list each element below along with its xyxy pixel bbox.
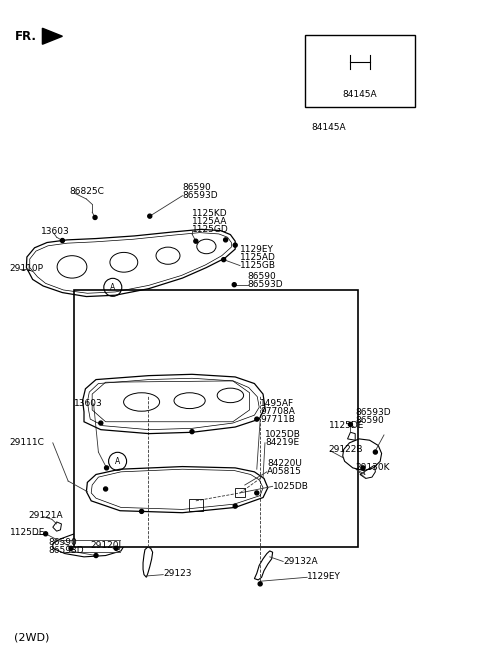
Text: 97708A: 97708A bbox=[260, 407, 295, 416]
Text: 84220U: 84220U bbox=[267, 459, 302, 469]
Text: 86593D: 86593D bbox=[355, 408, 391, 417]
Circle shape bbox=[104, 487, 108, 491]
Circle shape bbox=[222, 258, 226, 262]
Circle shape bbox=[94, 554, 98, 558]
Circle shape bbox=[348, 422, 352, 426]
Circle shape bbox=[44, 532, 48, 536]
Text: 1125GB: 1125GB bbox=[240, 261, 276, 270]
Circle shape bbox=[140, 509, 144, 513]
Circle shape bbox=[93, 215, 97, 219]
Text: 29122B: 29122B bbox=[329, 445, 363, 454]
Circle shape bbox=[114, 546, 118, 550]
Bar bbox=[189, 499, 203, 511]
Text: 86593D: 86593D bbox=[48, 546, 84, 555]
Text: 84219E: 84219E bbox=[265, 438, 299, 447]
Circle shape bbox=[60, 239, 64, 243]
Circle shape bbox=[255, 417, 259, 421]
Text: 1025DB: 1025DB bbox=[265, 430, 301, 440]
Circle shape bbox=[258, 582, 262, 586]
Text: 1125KD: 1125KD bbox=[192, 209, 228, 218]
Text: 13603: 13603 bbox=[41, 227, 70, 237]
Text: 84145A: 84145A bbox=[311, 123, 346, 132]
Text: 86825C: 86825C bbox=[70, 186, 105, 196]
Circle shape bbox=[373, 450, 377, 454]
Polygon shape bbox=[42, 28, 62, 44]
Text: 1025DB: 1025DB bbox=[273, 482, 309, 491]
Circle shape bbox=[99, 421, 103, 425]
Text: 86590: 86590 bbox=[48, 538, 77, 547]
Bar bbox=[74, 290, 358, 547]
Circle shape bbox=[232, 283, 236, 287]
Text: 1125DE: 1125DE bbox=[329, 421, 364, 430]
Text: 29123: 29123 bbox=[163, 569, 192, 578]
Text: 1125GD: 1125GD bbox=[192, 225, 229, 234]
Text: 86593D: 86593D bbox=[248, 280, 283, 289]
Text: 29111C: 29111C bbox=[10, 438, 45, 447]
Bar bbox=[305, 35, 415, 107]
Text: 1125DE: 1125DE bbox=[10, 528, 45, 537]
Text: 84145A: 84145A bbox=[343, 90, 377, 100]
Text: 86590: 86590 bbox=[248, 272, 276, 281]
Circle shape bbox=[361, 466, 365, 470]
Circle shape bbox=[224, 238, 228, 242]
Text: A05815: A05815 bbox=[267, 467, 302, 476]
Text: 29120J: 29120J bbox=[90, 541, 121, 550]
Text: 1125AA: 1125AA bbox=[192, 217, 228, 226]
Text: 29121A: 29121A bbox=[29, 511, 63, 520]
Circle shape bbox=[105, 466, 108, 470]
Text: 86593D: 86593D bbox=[182, 190, 218, 200]
Text: 13603: 13603 bbox=[74, 399, 103, 408]
Circle shape bbox=[148, 214, 152, 218]
Text: 1129EY: 1129EY bbox=[240, 245, 274, 254]
Text: 1125AD: 1125AD bbox=[240, 253, 276, 262]
Circle shape bbox=[190, 430, 194, 434]
Text: 1495AF: 1495AF bbox=[260, 399, 294, 409]
Bar bbox=[235, 488, 245, 497]
Text: 86590: 86590 bbox=[182, 183, 211, 192]
Circle shape bbox=[233, 504, 237, 508]
Text: A: A bbox=[110, 283, 115, 292]
Text: 1129EY: 1129EY bbox=[307, 572, 341, 581]
Text: 86590: 86590 bbox=[355, 416, 384, 425]
Text: 29110P: 29110P bbox=[10, 264, 44, 273]
Text: A: A bbox=[115, 457, 120, 466]
Text: FR.: FR. bbox=[14, 30, 36, 43]
Text: (2WD): (2WD) bbox=[14, 633, 50, 643]
Circle shape bbox=[69, 546, 73, 550]
Circle shape bbox=[255, 491, 259, 495]
Circle shape bbox=[194, 239, 198, 243]
Text: 29130K: 29130K bbox=[355, 463, 390, 473]
Circle shape bbox=[233, 243, 237, 247]
Text: 97711B: 97711B bbox=[260, 415, 295, 424]
Text: 29132A: 29132A bbox=[283, 557, 318, 566]
